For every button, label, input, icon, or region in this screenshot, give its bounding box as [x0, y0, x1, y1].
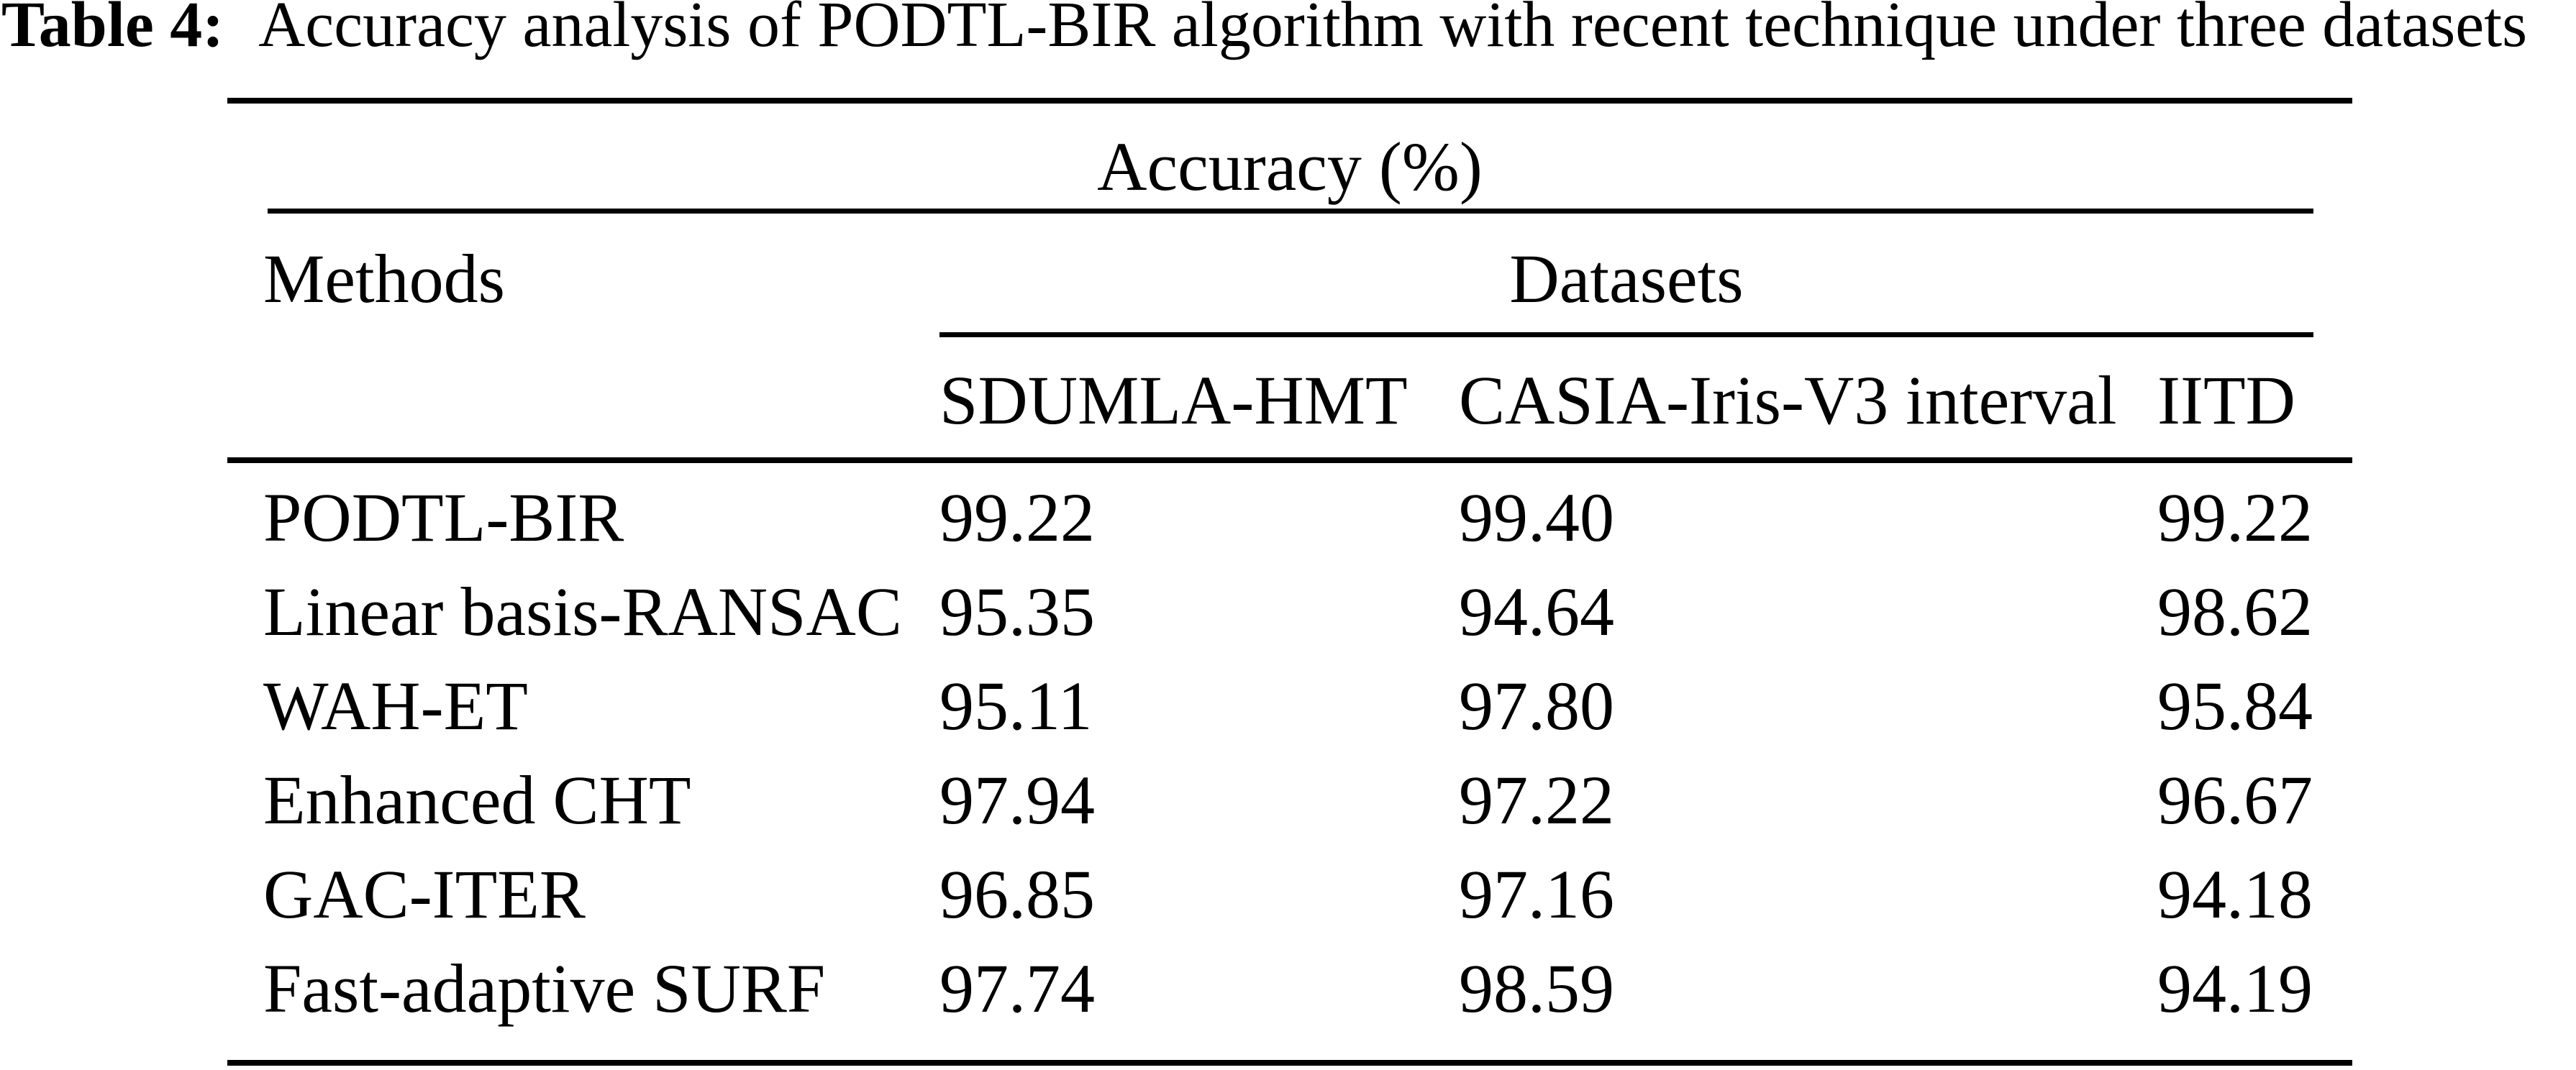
value-cell: 99.22 [939, 479, 1095, 556]
value-cell: 97.22 [1459, 762, 1614, 838]
value-cell: 96.67 [2157, 762, 2313, 838]
method-cell: Linear basis-RANSAC [263, 573, 902, 650]
value-cell: 97.16 [1459, 856, 1614, 933]
method-cell: GAC-ITER [263, 856, 586, 933]
table-caption-label: Table 4: [1, 0, 224, 60]
value-cell: 98.62 [2157, 573, 2313, 650]
value-cell: 97.80 [1459, 667, 1614, 744]
table-row: Enhanced CHT 97.94 97.22 96.67 [227, 766, 2352, 860]
accuracy-table: Accuracy (%) Methods Datasets SDUMLA-HMT… [227, 0, 2352, 1070]
column-header-iitd: IITD [2157, 362, 2295, 439]
column-header-sdumla-hmt: SDUMLA-HMT [939, 362, 1408, 439]
table-caption-text: Accuracy analysis of PODTL-BIR algorithm… [258, 0, 2528, 60]
method-cell: Fast-adaptive SURF [263, 950, 826, 1027]
table-row: Fast-adaptive SURF 97.74 98.59 94.19 [227, 954, 2352, 1048]
value-cell: 95.11 [939, 667, 1093, 744]
value-cell: 98.59 [1459, 950, 1614, 1027]
methods-column-header: Methods [263, 240, 505, 317]
method-cell: PODTL-BIR [263, 479, 624, 556]
table-top-rule [227, 98, 2352, 104]
table-row: GAC-ITER 96.85 97.16 94.18 [227, 860, 2352, 954]
value-cell: 97.94 [939, 762, 1095, 838]
table-row: PODTL-BIR 99.22 99.40 99.22 [227, 483, 2352, 577]
method-cell: WAH-ET [263, 667, 528, 744]
value-cell: 99.40 [1459, 479, 1614, 556]
accuracy-spanning-header: Accuracy (%) [1097, 128, 1483, 205]
value-cell: 95.35 [939, 573, 1095, 650]
value-cell: 95.84 [2157, 667, 2313, 744]
datasets-spanning-header: Datasets [1509, 240, 1744, 317]
table-row: WAH-ET 95.11 97.80 95.84 [227, 672, 2352, 766]
value-cell: 96.85 [939, 856, 1095, 933]
value-cell: 97.74 [939, 950, 1095, 1027]
rule-under-accuracy-header [268, 209, 2313, 214]
column-header-casia-iris-v3: CASIA-Iris-V3 interval [1459, 362, 2117, 439]
table-bottom-rule [227, 1060, 2352, 1066]
table-mid-rule [227, 457, 2352, 463]
value-cell: 99.22 [2157, 479, 2313, 556]
value-cell: 94.64 [1459, 573, 1614, 650]
table-row: Linear basis-RANSAC 95.35 94.64 98.62 [227, 577, 2352, 672]
value-cell: 94.18 [2157, 856, 2313, 933]
value-cell: 94.19 [2157, 950, 2313, 1027]
table-caption: Table 4: Accuracy analysis of PODTL-BIR a… [1, 0, 2527, 58]
rule-under-datasets-header [939, 332, 2313, 337]
method-cell: Enhanced CHT [263, 762, 691, 838]
